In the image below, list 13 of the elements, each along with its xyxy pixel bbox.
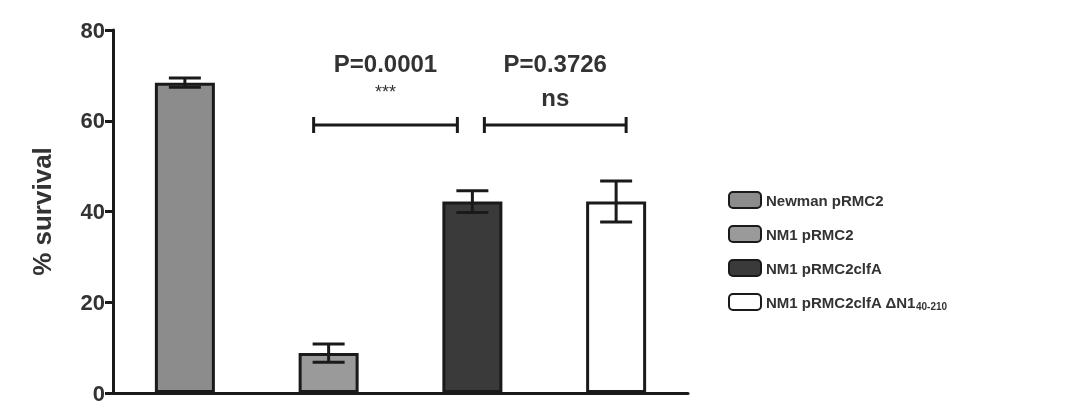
annotation: P=0.0001 [333,49,438,77]
y-tick-label: 60 [80,108,105,134]
y-tick-label: 0 [92,380,105,406]
annotation: P=0.3726 [503,49,607,77]
y-tick-label: 40 [80,199,105,224]
annotation: ns [541,83,570,111]
y-tick-label: 20 [80,289,105,315]
legend-label: NM1 pRMC2clfA [766,259,883,277]
legend-label: Newman pRMC2 [766,191,884,209]
legend-label: NM1 pRMC2 [766,225,854,243]
annotation: *** [374,82,397,102]
y-axis-title: % survival [27,147,57,276]
y-tick-label: 80 [80,17,105,43]
